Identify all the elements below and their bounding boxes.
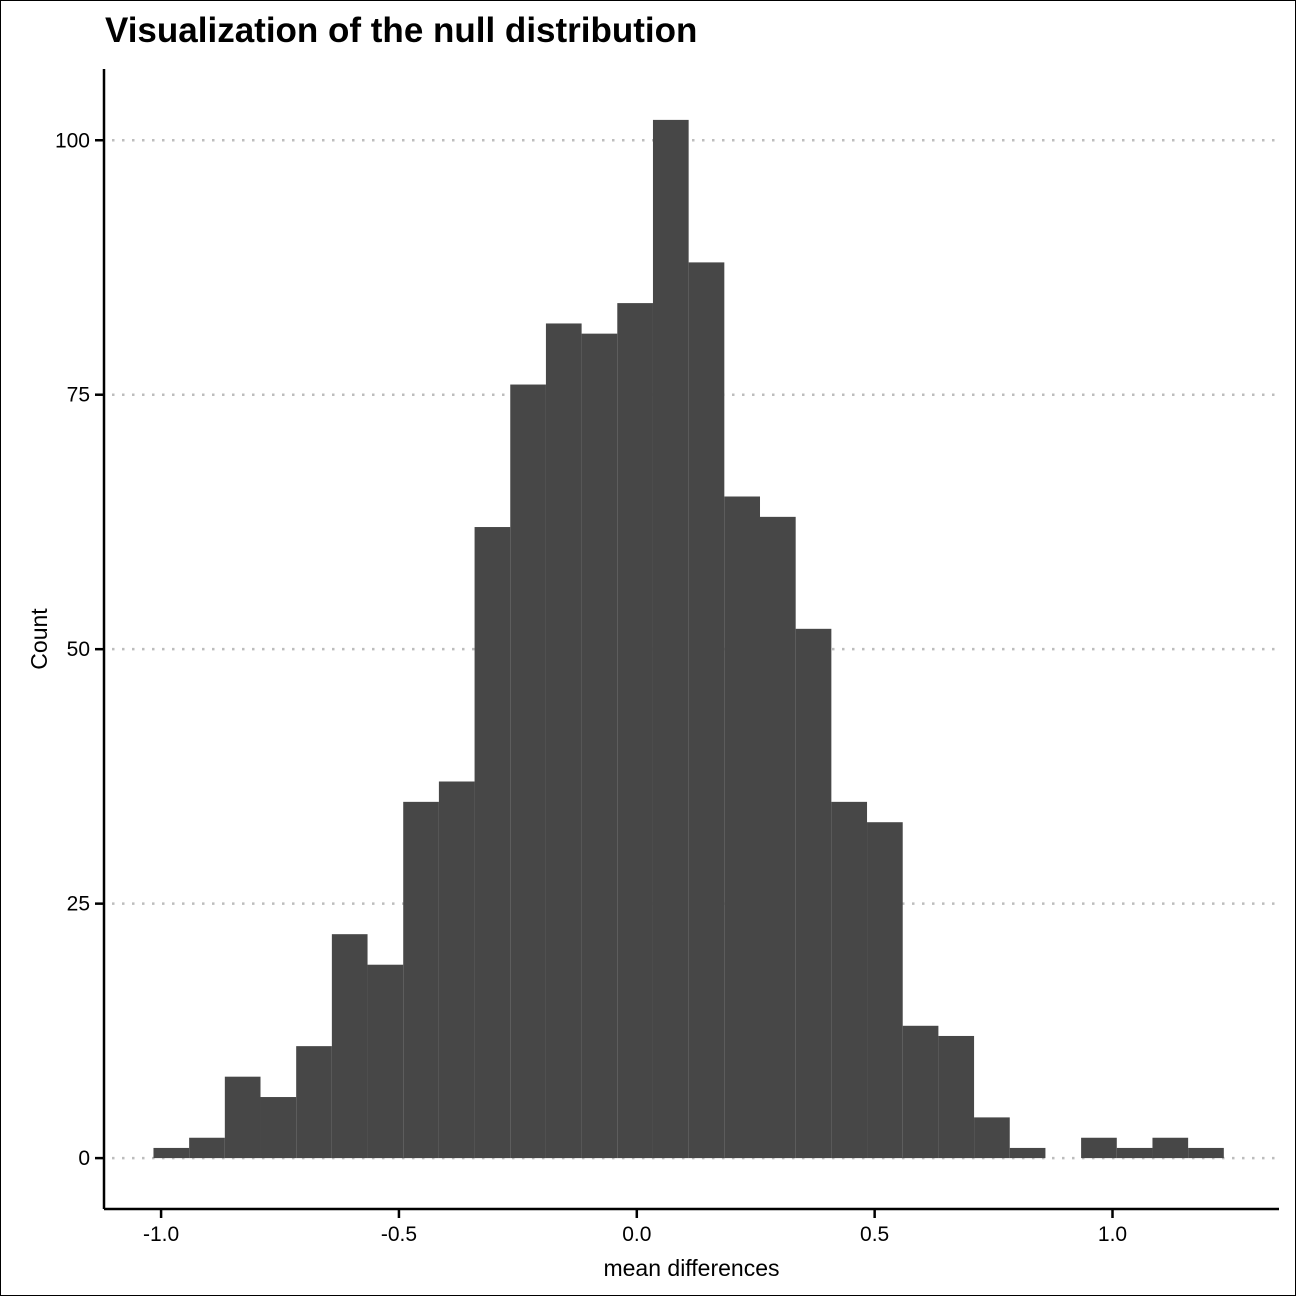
y-tick-label-0: 0: [78, 1147, 90, 1170]
histogram-bar-23: [974, 1117, 1010, 1159]
axes: [102, 69, 1279, 1211]
histogram-bar-20: [867, 822, 903, 1159]
histogram-bar-8: [438, 781, 475, 1159]
histogram-bar-3: [260, 1097, 297, 1159]
histogram-bar-11: [545, 323, 582, 1159]
x-tick-label--1.0: -1.0: [143, 1223, 179, 1246]
histogram-bar-2: [224, 1076, 261, 1159]
histogram-bar-12: [581, 333, 618, 1159]
histogram-bar-14: [652, 119, 689, 1159]
histogram-bar-4: [296, 1046, 332, 1159]
histogram-bar-28: [1152, 1137, 1189, 1159]
histogram-bars: [153, 119, 1224, 1159]
x-tick-label-1.0: 1.0: [1098, 1223, 1127, 1246]
y-axis-title: Count: [26, 608, 52, 670]
histogram-bar-10: [510, 384, 546, 1159]
x-tick-label--0.5: -0.5: [381, 1223, 417, 1246]
x-axis-ticks: -1.0 -0.5 0.0 0.5 1.0: [143, 1209, 1127, 1246]
histogram-bar-9: [474, 527, 511, 1159]
y-axis-ticks: 0 25 50 75 100: [55, 129, 104, 1170]
histogram-bar-27: [1116, 1147, 1153, 1159]
y-tick-label-50: 50: [67, 638, 90, 661]
histogram-bar-26: [1081, 1137, 1117, 1159]
histogram-bar-6: [367, 964, 404, 1159]
y-tick-label-100: 100: [55, 129, 90, 152]
histogram-bar-22: [938, 1035, 975, 1159]
histogram-bar-7: [403, 801, 439, 1159]
x-axis-title: mean differences: [603, 1255, 779, 1281]
histogram-bar-21: [902, 1025, 939, 1159]
histogram-bar-18: [795, 628, 832, 1159]
histogram-bar-16: [724, 496, 761, 1159]
chart-title: Visualization of the null distribution: [105, 11, 698, 50]
x-tick-label-0.5: 0.5: [860, 1223, 889, 1246]
y-tick-label-75: 75: [67, 384, 90, 407]
y-tick-label-25: 25: [67, 893, 90, 916]
histogram-bar-24: [1009, 1147, 1046, 1159]
histogram-bar-1: [189, 1137, 225, 1159]
histogram-bar-15: [688, 262, 725, 1159]
histogram-bar-5: [331, 934, 368, 1159]
histogram-bar-0: [153, 1147, 190, 1159]
histogram-bar-13: [617, 303, 653, 1159]
histogram-bar-29: [1188, 1147, 1224, 1159]
x-tick-label-0.0: 0.0: [622, 1223, 651, 1246]
histogram-bar-19: [831, 801, 868, 1159]
histogram-bar-17: [760, 516, 796, 1159]
